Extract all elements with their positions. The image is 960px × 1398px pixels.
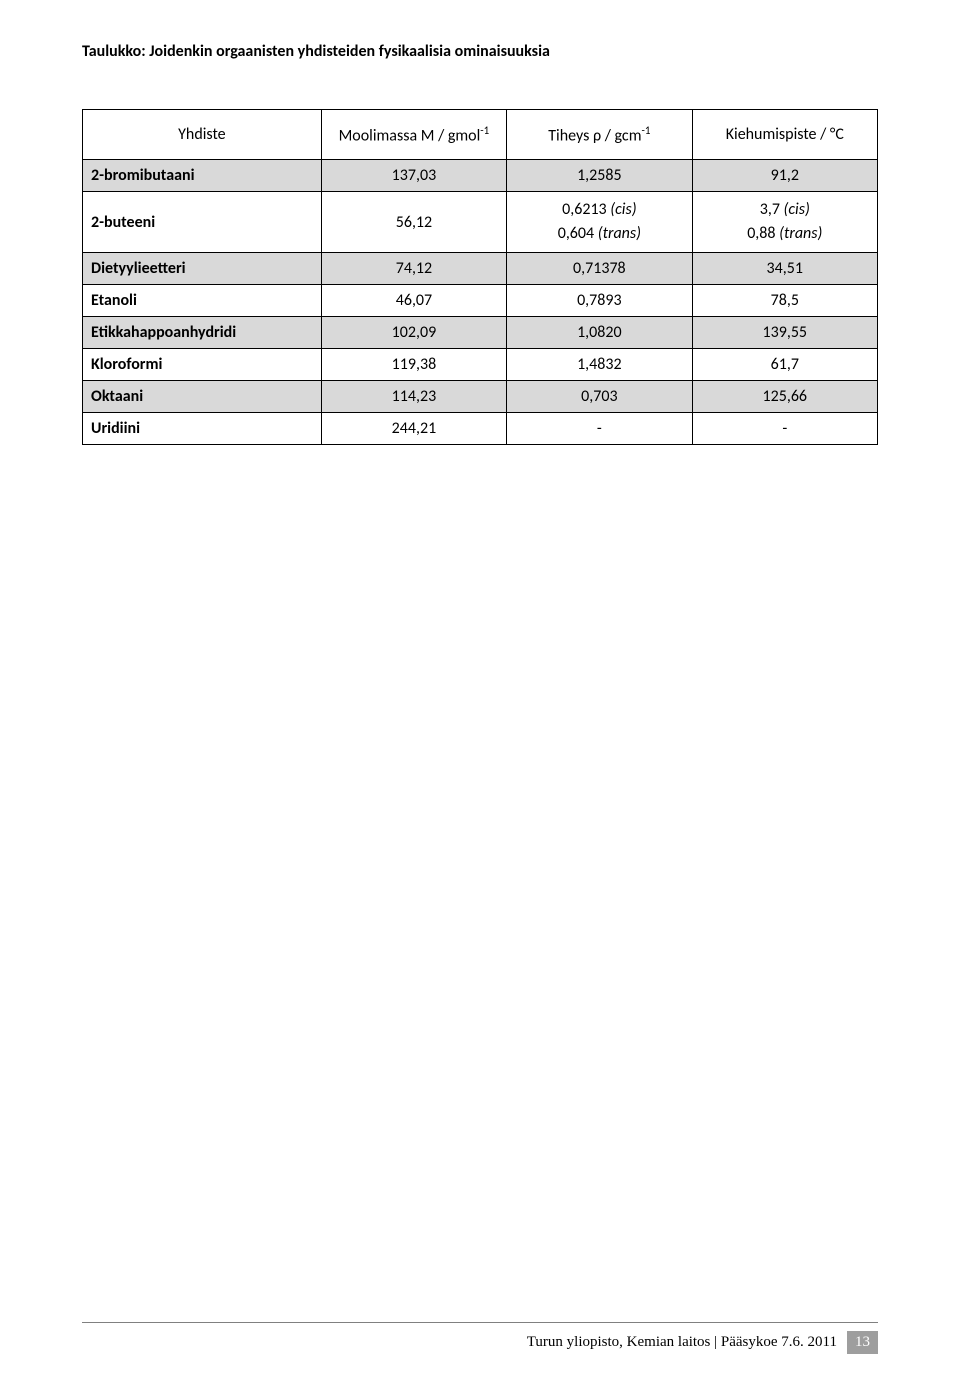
table-row: Etanoli46,070,789378,5 bbox=[83, 285, 878, 317]
molar-mass-cell: 56,12 bbox=[321, 192, 506, 253]
footer-text: Turun yliopisto, Kemian laitos | Pääsyko… bbox=[527, 1334, 837, 1351]
boiling-point-cell: 61,7 bbox=[692, 349, 877, 381]
page-footer: Turun yliopisto, Kemian laitos | Pääsyko… bbox=[82, 1322, 878, 1354]
table-row: Dietyylieetteri74,120,7137834,51 bbox=[83, 253, 878, 285]
molar-mass-cell: 114,23 bbox=[321, 381, 506, 413]
compound-cell: Etikkahappoanhydridi bbox=[83, 317, 322, 349]
table-row: Uridiini244,21-- bbox=[83, 413, 878, 445]
boiling-point-cell: 125,66 bbox=[692, 381, 877, 413]
compound-cell: Uridiini bbox=[83, 413, 322, 445]
table-row: 2-buteeni56,120,6213 (cis)0,604 (trans)3… bbox=[83, 192, 878, 253]
density-cell: 1,2585 bbox=[507, 160, 692, 192]
compound-cell: 2-buteeni bbox=[83, 192, 322, 253]
page-number: 13 bbox=[847, 1331, 878, 1354]
molar-mass-cell: 244,21 bbox=[321, 413, 506, 445]
header-density: Tiheys ρ / gcm-1 bbox=[507, 110, 692, 160]
molar-mass-cell: 74,12 bbox=[321, 253, 506, 285]
density-cell: 0,703 bbox=[507, 381, 692, 413]
molar-mass-cell: 102,09 bbox=[321, 317, 506, 349]
density-cell: - bbox=[507, 413, 692, 445]
table-row: 2-bromibutaani137,031,258591,2 bbox=[83, 160, 878, 192]
header-boiling-point: Kiehumispiste / °C bbox=[692, 110, 877, 160]
compound-cell: 2-bromibutaani bbox=[83, 160, 322, 192]
boiling-point-cell: 3,7 (cis)0,88 (trans) bbox=[692, 192, 877, 253]
boiling-point-cell: 139,55 bbox=[692, 317, 877, 349]
boiling-point-cell: - bbox=[692, 413, 877, 445]
compound-cell: Etanoli bbox=[83, 285, 322, 317]
density-cell: 0,6213 (cis)0,604 (trans) bbox=[507, 192, 692, 253]
boiling-point-cell: 91,2 bbox=[692, 160, 877, 192]
properties-table: Yhdiste Moolimassa M / gmol-1 Tiheys ρ /… bbox=[82, 109, 878, 445]
header-compound: Yhdiste bbox=[83, 110, 322, 160]
density-cell: 0,71378 bbox=[507, 253, 692, 285]
table-header-row: Yhdiste Moolimassa M / gmol-1 Tiheys ρ /… bbox=[83, 110, 878, 160]
header-molar-mass: Moolimassa M / gmol-1 bbox=[321, 110, 506, 160]
page-title: Taulukko: Joidenkin orgaanisten yhdistei… bbox=[82, 42, 878, 61]
density-cell: 1,0820 bbox=[507, 317, 692, 349]
molar-mass-cell: 46,07 bbox=[321, 285, 506, 317]
molar-mass-cell: 137,03 bbox=[321, 160, 506, 192]
compound-cell: Dietyylieetteri bbox=[83, 253, 322, 285]
compound-cell: Kloroformi bbox=[83, 349, 322, 381]
boiling-point-cell: 34,51 bbox=[692, 253, 877, 285]
table-row: Oktaani114,230,703125,66 bbox=[83, 381, 878, 413]
footer-divider bbox=[82, 1322, 878, 1323]
density-cell: 0,7893 bbox=[507, 285, 692, 317]
compound-cell: Oktaani bbox=[83, 381, 322, 413]
density-cell: 1,4832 bbox=[507, 349, 692, 381]
molar-mass-cell: 119,38 bbox=[321, 349, 506, 381]
table-row: Etikkahappoanhydridi102,091,0820139,55 bbox=[83, 317, 878, 349]
table-row: Kloroformi119,381,483261,7 bbox=[83, 349, 878, 381]
boiling-point-cell: 78,5 bbox=[692, 285, 877, 317]
